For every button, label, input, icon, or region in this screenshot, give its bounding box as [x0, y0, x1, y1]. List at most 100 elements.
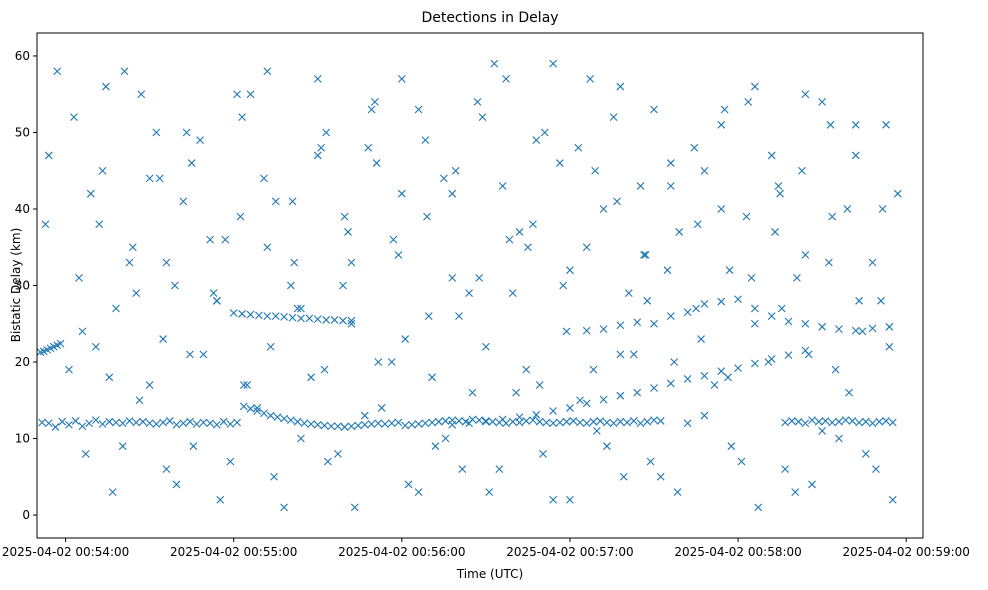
- data-point-track-rising: [549, 407, 558, 415]
- data-point-clutter: [710, 381, 719, 389]
- data-point-clutter: [137, 90, 146, 99]
- data-point-track-26km: [271, 312, 280, 320]
- data-point-track-12km: [855, 418, 864, 427]
- data-point-clutter: [616, 82, 625, 91]
- data-point-clutter: [808, 480, 816, 489]
- data-point-clutter: [389, 235, 398, 244]
- data-point-track-24km: [767, 312, 776, 320]
- data-point-clutter: [118, 442, 127, 451]
- data-point-clutter: [53, 67, 62, 76]
- data-point-track-12km: [246, 404, 255, 413]
- data-point-clutter: [508, 289, 517, 298]
- data-point-clutter: [421, 136, 430, 145]
- data-point-clutter: [747, 273, 756, 282]
- data-point-track-12km: [381, 420, 389, 428]
- data-point-track-rising: [566, 404, 574, 412]
- data-point-track-12km: [233, 418, 241, 427]
- data-point-clutter: [372, 159, 381, 167]
- data-point-clutter: [592, 426, 601, 435]
- data-point-track-26km: [229, 309, 238, 317]
- data-point-clutter: [414, 488, 423, 496]
- data-point-clutter: [238, 113, 246, 122]
- data-point-clutter: [91, 342, 100, 351]
- data-point-clutter: [226, 457, 235, 466]
- data-point-clutter: [591, 166, 600, 175]
- data-point-clutter: [777, 304, 786, 313]
- data-point-clutter: [313, 75, 322, 83]
- data-point-clutter: [490, 59, 499, 68]
- data-point-clutter: [524, 243, 532, 252]
- data-point-clutter: [323, 457, 332, 466]
- data-point-track-12km: [888, 418, 897, 427]
- data-point-track-rising: [683, 374, 692, 383]
- data-point-clutter: [313, 151, 322, 160]
- data-point-track-12km: [656, 417, 665, 425]
- data-point-clutter: [885, 342, 894, 351]
- data-point-track-12km: [821, 417, 830, 425]
- data-point-clutter: [458, 465, 467, 474]
- data-point-clutter: [448, 273, 457, 282]
- data-point-track-12km: [794, 417, 803, 426]
- data-point-clutter: [826, 120, 835, 129]
- y-tick-label: 30: [15, 279, 30, 293]
- data-point-clutter: [835, 434, 843, 443]
- data-point-track-24km: [885, 322, 894, 331]
- data-point-clutter: [475, 273, 484, 282]
- data-point-clutter: [845, 388, 853, 397]
- data-point-clutter: [750, 82, 759, 91]
- data-point-track-24km: [868, 324, 877, 333]
- data-point-track-12km: [814, 417, 823, 426]
- data-point-track-12km: [562, 417, 571, 426]
- data-point-track-12km: [139, 417, 147, 426]
- data-point-track-12km: [623, 418, 631, 427]
- data-point-clutter: [206, 235, 215, 244]
- data-point-track-12km: [434, 417, 443, 426]
- data-point-clutter: [641, 251, 650, 259]
- data-point-clutter: [397, 189, 406, 198]
- data-point-clutter: [473, 97, 482, 106]
- data-point-clutter: [414, 105, 423, 114]
- data-point-clutter: [824, 258, 833, 267]
- data-point-clutter: [162, 258, 171, 267]
- data-point-track-12km: [159, 418, 167, 427]
- data-point-track-24km: [717, 297, 726, 306]
- data-point-clutter: [253, 404, 262, 412]
- data-point-track-12km: [226, 420, 235, 428]
- data-point-track-12km: [347, 422, 356, 431]
- data-point-clutter: [793, 273, 801, 282]
- data-point-track-12km: [266, 411, 275, 420]
- data-point-clutter: [307, 373, 315, 382]
- data-point-track-12km: [596, 417, 605, 425]
- plot-frame: [36, 32, 924, 539]
- data-point-track-rising: [532, 410, 541, 419]
- data-point-clutter: [371, 97, 379, 106]
- data-point-track-12km: [98, 420, 107, 428]
- data-point-clutter: [754, 503, 763, 512]
- data-point-clutter: [280, 503, 289, 512]
- data-point-clutter: [643, 296, 652, 305]
- x-tick-label: 2025-04-02 00:59:00: [842, 545, 969, 559]
- data-point-clutter: [428, 373, 436, 382]
- data-point-track-12km: [367, 420, 376, 428]
- data-point-clutter: [663, 266, 672, 275]
- data-point-clutter: [566, 495, 574, 504]
- data-point-clutter: [791, 488, 800, 496]
- data-point-track-24km: [633, 318, 642, 327]
- data-point-clutter: [818, 426, 827, 435]
- data-point-clutter: [125, 258, 134, 267]
- y-axis-ticks: 0 10 20 30 40 50 60: [15, 49, 37, 522]
- data-point-track-rising: [515, 413, 524, 421]
- data-point-clutter: [559, 281, 568, 290]
- data-point-track-24km: [784, 317, 793, 326]
- y-tick-label: 20: [15, 355, 30, 369]
- data-point-clutter: [95, 220, 104, 229]
- data-point-track-rising: [750, 359, 759, 368]
- data-point-track-12km: [387, 419, 396, 428]
- data-point-track-rising: [599, 395, 608, 404]
- data-point-track-12km: [529, 416, 537, 425]
- data-point-clutter: [468, 388, 477, 397]
- data-point-clutter: [502, 75, 510, 83]
- data-point-clutter: [666, 159, 675, 167]
- data-point-clutter: [888, 495, 897, 504]
- data-point-clutter: [697, 335, 705, 343]
